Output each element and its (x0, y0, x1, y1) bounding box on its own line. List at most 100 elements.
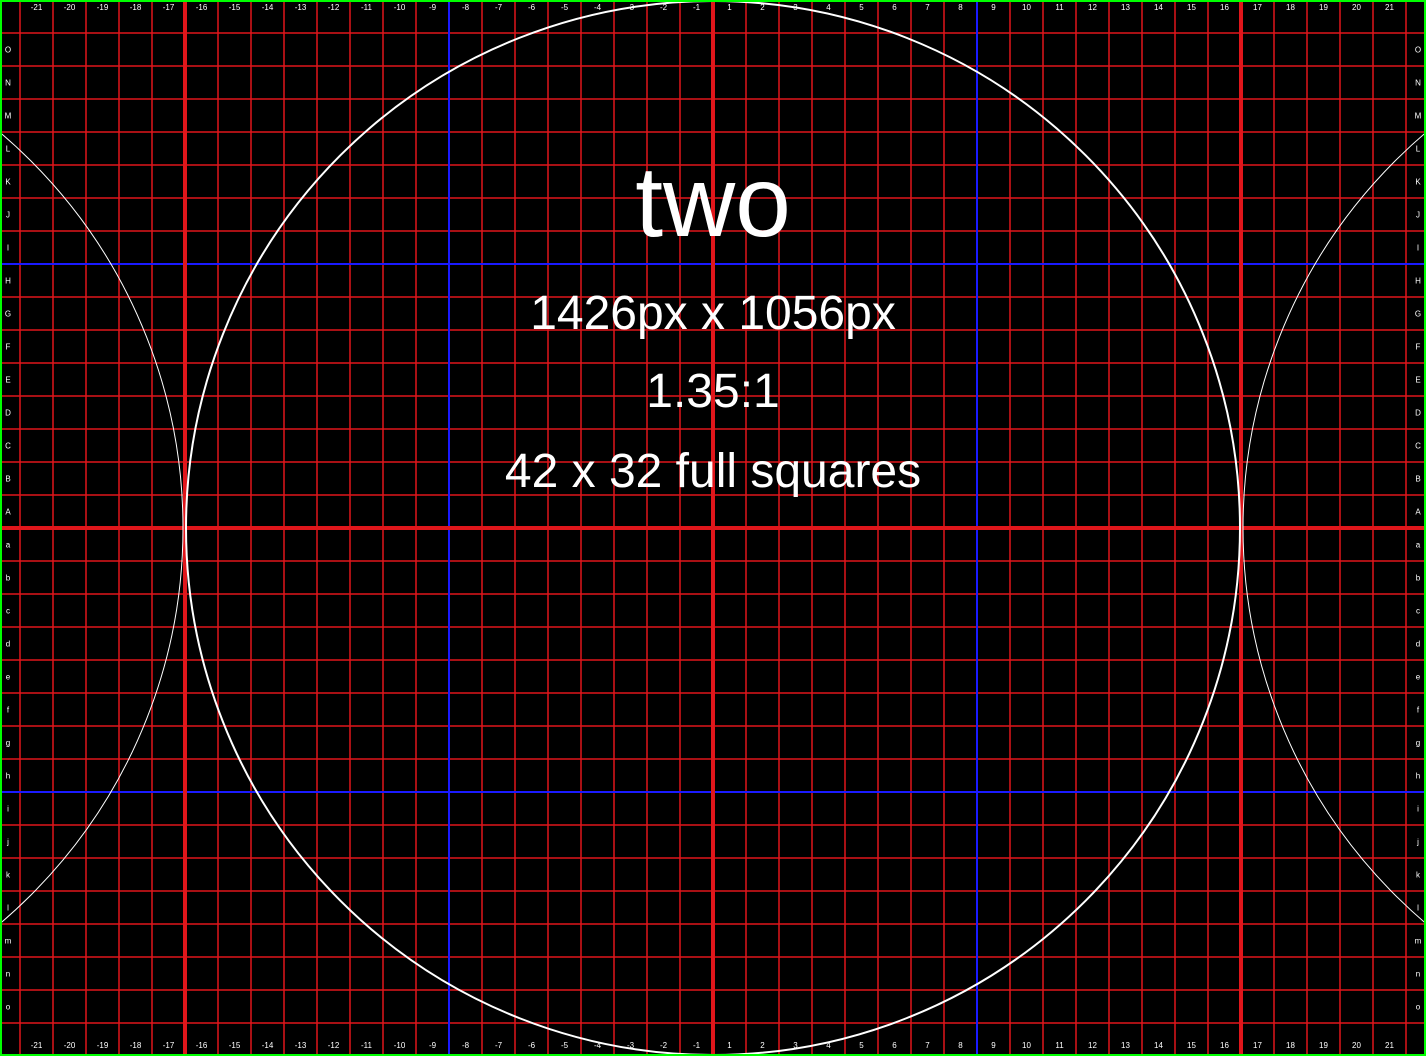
label-backdrop (687, 1041, 706, 1051)
column-label: -14 (262, 1041, 274, 1050)
label-backdrop (3, 572, 13, 584)
column-label: 13 (1121, 1041, 1130, 1050)
column-label: -20 (64, 3, 76, 12)
column-label: -1 (693, 3, 701, 12)
label-backdrop (588, 3, 607, 13)
column-label: -4 (594, 1041, 602, 1050)
label-backdrop (27, 1041, 46, 1051)
row-label: L (6, 145, 11, 154)
column-label: 7 (925, 1041, 930, 1050)
column-label: -6 (528, 1041, 536, 1050)
row-label: k (6, 871, 11, 880)
label-backdrop (159, 1041, 178, 1051)
row-label: b (1416, 574, 1421, 583)
label-backdrop (324, 1041, 343, 1051)
column-label: -21 (31, 1041, 43, 1050)
label-backdrop (3, 110, 13, 122)
row-label: I (1417, 244, 1419, 253)
row-label: j (6, 838, 9, 847)
column-label: 20 (1352, 1041, 1361, 1050)
label-backdrop (753, 1041, 772, 1051)
row-label: F (6, 343, 11, 352)
row-label: I (7, 244, 9, 253)
label-backdrop (1314, 3, 1333, 13)
label-backdrop (588, 1041, 607, 1051)
column-label: -16 (196, 1041, 208, 1050)
row-label: M (5, 112, 12, 121)
column-label: 18 (1286, 3, 1295, 12)
label-backdrop (1413, 473, 1423, 485)
label-backdrop (1413, 275, 1423, 287)
column-label: -8 (462, 3, 470, 12)
right-circle (1242, 131, 1426, 925)
row-label: a (6, 541, 11, 550)
column-label: -2 (660, 1041, 668, 1050)
label-backdrop (3, 242, 13, 254)
column-label: 19 (1319, 3, 1328, 12)
column-label: -1 (693, 1041, 701, 1050)
row-label: l (7, 904, 9, 913)
label-backdrop (1413, 770, 1423, 782)
column-label: -20 (64, 1041, 76, 1050)
row-label: g (1416, 739, 1420, 748)
label-backdrop (3, 902, 13, 914)
column-label: -18 (130, 3, 142, 12)
label-backdrop (489, 1041, 508, 1051)
row-label: A (5, 508, 11, 517)
label-backdrop (555, 3, 574, 13)
column-label: 15 (1187, 3, 1196, 12)
label-backdrop (258, 3, 277, 13)
label-backdrop (3, 44, 13, 56)
row-label: o (6, 1003, 11, 1012)
label-backdrop (1083, 3, 1102, 13)
column-label: 8 (958, 3, 963, 12)
row-label: B (1415, 475, 1420, 484)
column-label: -7 (495, 3, 503, 12)
column-label: -7 (495, 1041, 503, 1050)
row-label: c (6, 607, 10, 616)
label-backdrop (1413, 572, 1423, 584)
label-backdrop (3, 671, 13, 683)
full-squares-text: 42 x 32 full squares (504, 445, 922, 498)
column-label: 14 (1154, 1041, 1163, 1050)
dimensions-text: 1426px x 1056px (530, 287, 896, 340)
column-label: 4 (826, 3, 831, 12)
column-label: 3 (793, 1041, 798, 1050)
column-label: -12 (328, 1041, 340, 1050)
column-label: 2 (760, 3, 765, 12)
label-backdrop (3, 77, 13, 89)
label-backdrop (3, 1001, 13, 1013)
label-backdrop (1413, 803, 1423, 815)
label-backdrop (3, 341, 13, 353)
label-backdrop (3, 143, 13, 155)
label-backdrop (720, 1041, 739, 1051)
column-label: 11 (1055, 3, 1064, 12)
pattern-title: two (635, 146, 791, 258)
column-label: -19 (97, 1041, 109, 1050)
column-label: 16 (1220, 3, 1229, 12)
label-backdrop (1413, 176, 1423, 188)
label-backdrop (1413, 605, 1423, 617)
column-label: 14 (1154, 3, 1163, 12)
column-label: -21 (31, 3, 43, 12)
label-backdrop (918, 3, 937, 13)
label-backdrop (126, 1041, 145, 1051)
column-label: 1 (727, 3, 732, 12)
column-label: 16 (1220, 1041, 1229, 1050)
label-backdrop (390, 3, 409, 13)
label-backdrop (1017, 1041, 1036, 1051)
label-backdrop (357, 3, 376, 13)
label-backdrop (654, 1041, 673, 1051)
column-label: 21 (1385, 3, 1394, 12)
label-backdrop (1380, 1041, 1399, 1051)
label-backdrop (819, 1041, 838, 1051)
column-label: 8 (958, 1041, 963, 1050)
column-label: 10 (1022, 1041, 1031, 1050)
label-backdrop (1413, 1001, 1423, 1013)
label-backdrop (1413, 77, 1423, 89)
row-label: C (5, 442, 11, 451)
label-backdrop (456, 1041, 475, 1051)
label-backdrop (1413, 242, 1423, 254)
